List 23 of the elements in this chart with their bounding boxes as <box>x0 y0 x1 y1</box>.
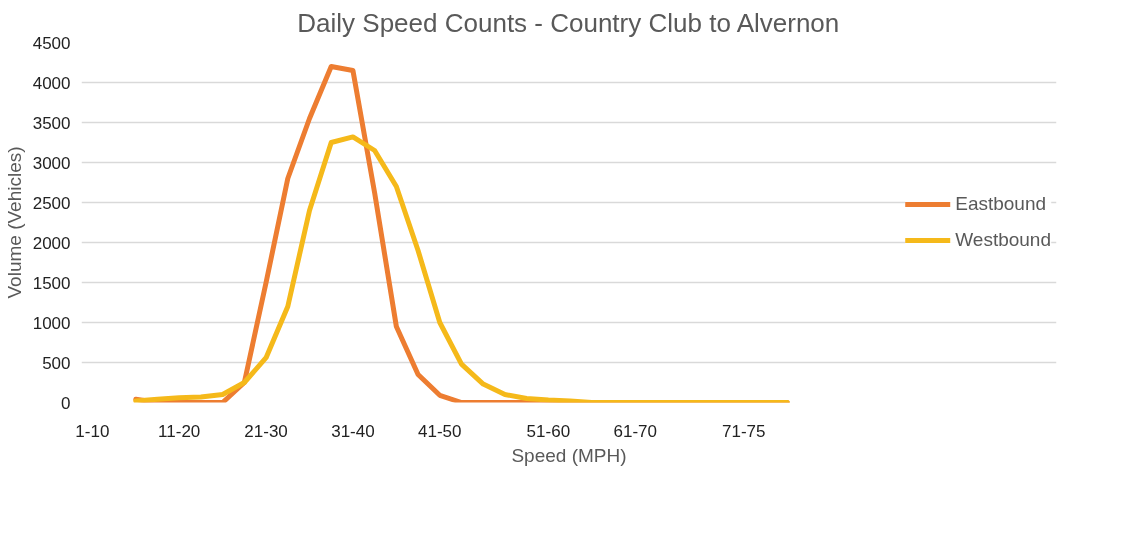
legend-label: Eastbound <box>955 193 1047 215</box>
x-tick-label: 1-10 <box>75 421 110 441</box>
x-tick-label: 71-75 <box>722 421 766 441</box>
y-tick-label: 1500 <box>32 273 71 293</box>
legend-label: Westbound <box>955 229 1051 251</box>
y-tick-label: 500 <box>42 353 71 373</box>
y-tick-label: 2000 <box>32 233 71 253</box>
x-tick-label: 51-60 <box>526 421 571 441</box>
y-tick-label: 3000 <box>32 153 71 173</box>
y-tick-label: 3500 <box>32 113 71 133</box>
y-tick-label: 4000 <box>32 73 71 93</box>
x-tick-label: 21-30 <box>244 421 288 441</box>
y-tick-label: 0 <box>61 393 71 413</box>
x-axis-title: Speed (MPH) <box>511 444 627 466</box>
y-tick-label: 1000 <box>32 313 71 333</box>
y-tick-label: 4500 <box>32 33 71 53</box>
x-tick-label: 11-20 <box>158 421 201 441</box>
x-tick-label: 41-50 <box>418 421 462 441</box>
x-tick-label: 31-40 <box>331 421 375 441</box>
chart-title: Daily Speed Counts - Country Club to Alvernon <box>297 7 840 38</box>
y-axis-title: Volume (Vehicles) <box>3 146 25 299</box>
y-tick-label: 2500 <box>32 193 71 213</box>
x-tick-label: 61-70 <box>613 421 657 441</box>
